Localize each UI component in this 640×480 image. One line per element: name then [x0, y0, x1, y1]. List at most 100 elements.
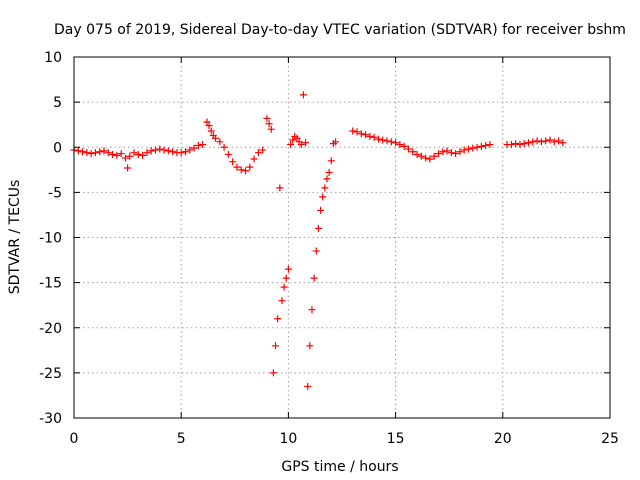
- data-point: [117, 150, 125, 158]
- data-point: [282, 274, 290, 282]
- data-point: [280, 283, 288, 291]
- data-point: [317, 206, 325, 214]
- data-point: [272, 342, 280, 350]
- data-point: [452, 150, 460, 158]
- data-point: [287, 141, 295, 149]
- data-point: [542, 137, 550, 145]
- data-point: [263, 114, 271, 122]
- data-point: [370, 133, 378, 141]
- data-point: [91, 149, 99, 157]
- data-point: [160, 146, 168, 154]
- data-point: [312, 247, 320, 255]
- data-point: [224, 150, 232, 158]
- x-tick-label: 25: [601, 431, 619, 447]
- data-point: [289, 136, 297, 144]
- data-point: [537, 138, 545, 146]
- x-tick-label: 15: [387, 431, 405, 447]
- data-point: [555, 137, 563, 145]
- grid-lines: [74, 57, 610, 418]
- data-point: [443, 147, 451, 155]
- data-point: [147, 147, 155, 155]
- data-point: [486, 141, 494, 149]
- data-point: [529, 138, 537, 146]
- data-point: [79, 148, 87, 156]
- data-point: [550, 138, 558, 146]
- data-point: [404, 145, 412, 153]
- data-point: [274, 315, 282, 323]
- data-point: [109, 150, 117, 158]
- data-point: [422, 154, 430, 162]
- data-point: [396, 141, 404, 149]
- data-point: [447, 149, 455, 157]
- data-point: [276, 184, 284, 192]
- data-point: [199, 141, 207, 149]
- data-point: [546, 136, 554, 144]
- data-point: [319, 193, 327, 201]
- data-point: [229, 158, 237, 166]
- tick-labels: 0 5 10 15 20 25 10 5 0 -5 -10 -15 -20 -25 -30: [39, 50, 619, 447]
- data-point: [456, 148, 464, 156]
- data-point: [512, 140, 520, 148]
- data-point: [413, 150, 421, 158]
- data-point: [357, 130, 365, 138]
- data-point: [516, 141, 524, 149]
- data-point: [134, 150, 142, 158]
- data-point: [220, 143, 228, 151]
- x-tick-label: 10: [279, 431, 297, 447]
- data-point: [426, 155, 434, 163]
- data-point: [126, 152, 134, 160]
- y-axis-label: SDTVAR / TECUs: [7, 180, 23, 295]
- data-point: [113, 151, 121, 159]
- data-point: [96, 148, 104, 156]
- data-point: [304, 382, 312, 390]
- data-point: [306, 342, 314, 350]
- data-point: [464, 145, 472, 153]
- data-point: [409, 148, 417, 156]
- data-point: [332, 138, 340, 146]
- data-point: [151, 146, 159, 154]
- data-point: [233, 163, 241, 171]
- y-tick-label: -15: [39, 276, 62, 292]
- data-point: [143, 149, 151, 157]
- data-point: [139, 151, 147, 159]
- data-point: [259, 146, 267, 154]
- data-point: [362, 131, 370, 139]
- data-point: [121, 154, 129, 162]
- data-point: [181, 148, 189, 156]
- data-point: [186, 146, 194, 154]
- data-point: [460, 146, 468, 154]
- data-point: [473, 143, 481, 151]
- y-tick-label: -30: [39, 411, 62, 427]
- data-point: [507, 141, 515, 149]
- data-point: [469, 144, 477, 152]
- x-tick-label: 20: [494, 431, 512, 447]
- data-point: [130, 149, 138, 157]
- x-tick-label: 5: [177, 431, 186, 447]
- data-point: [417, 152, 425, 160]
- data-point: [439, 148, 447, 156]
- data-point: [267, 125, 275, 133]
- y-tick-label: -10: [39, 231, 62, 247]
- data-point: [265, 120, 273, 128]
- y-tick-label: -20: [39, 321, 62, 337]
- data-point: [308, 306, 316, 314]
- data-point: [254, 149, 262, 157]
- data-point: [353, 128, 361, 136]
- data-point: [299, 91, 307, 99]
- data-point: [379, 136, 387, 144]
- y-tick-label: 10: [44, 50, 62, 66]
- data-point: [205, 122, 213, 130]
- data-point: [434, 150, 442, 158]
- data-point: [237, 166, 245, 174]
- data-point: [321, 184, 329, 192]
- data-point: [323, 175, 331, 183]
- data-point: [190, 144, 198, 152]
- data-point: [366, 132, 374, 140]
- x-tick-label: 0: [70, 431, 79, 447]
- data-point: [83, 149, 91, 157]
- data-point: [87, 150, 95, 158]
- data-point: [164, 147, 172, 155]
- data-point: [310, 274, 318, 282]
- data-point: [207, 127, 215, 135]
